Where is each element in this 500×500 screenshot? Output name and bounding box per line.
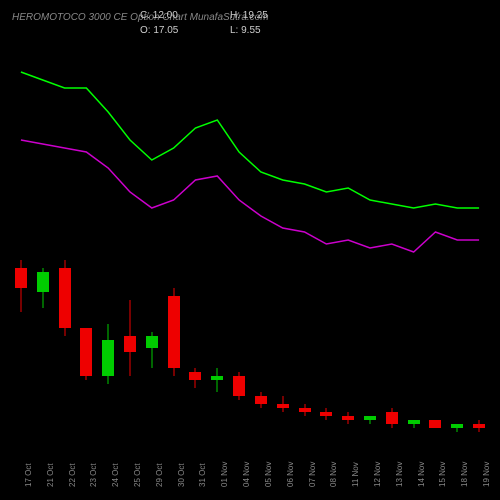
x-axis-label: 11 Nov: [351, 462, 360, 487]
x-axis-label: 30 Oct: [177, 463, 186, 487]
candle-body: [320, 412, 332, 416]
candle-body: [386, 412, 398, 424]
candle-body: [124, 336, 136, 352]
x-axis-label: 25 Oct: [133, 463, 142, 487]
candle-body: [59, 268, 71, 328]
candle-body: [15, 268, 27, 288]
x-axis-label: 15 Nov: [438, 462, 447, 487]
candlesticks: [10, 40, 490, 440]
x-axis-label: 29 Oct: [155, 463, 164, 487]
candle-body: [277, 404, 289, 408]
x-axis-label: 24 Oct: [111, 463, 120, 487]
x-axis-label: 18 Nov: [460, 462, 469, 487]
candle-body: [37, 272, 49, 292]
candle-body: [342, 416, 354, 420]
candle-body: [473, 424, 485, 428]
x-axis-label: 12 Nov: [373, 462, 382, 487]
x-axis-label: 14 Nov: [417, 462, 426, 487]
x-axis-label: 13 Nov: [395, 462, 404, 487]
candle-body: [408, 420, 420, 424]
high-value: H: 19.25: [230, 8, 320, 23]
candle-body: [211, 376, 223, 380]
x-axis-label: 08 Nov: [329, 462, 338, 487]
candle-body: [364, 416, 376, 420]
x-axis-label: 19 Nov: [482, 462, 491, 487]
candle-body: [168, 296, 180, 368]
x-axis-label: 22 Oct: [68, 463, 77, 487]
candle-body: [233, 376, 245, 396]
x-axis-label: 31 Oct: [198, 463, 207, 487]
candle-body: [102, 340, 114, 376]
x-axis: 17 Oct 21 Oct 22 Oct 23 Oct 24 Oct 25 Oct 29 O…: [10, 442, 490, 492]
close-value: C: 12.00: [140, 8, 230, 23]
candle-body: [146, 336, 158, 348]
candle-body: [429, 420, 441, 428]
candle-body: [255, 396, 267, 404]
x-axis-label: 04 Nov: [242, 462, 251, 487]
x-axis-label: 17 Oct: [24, 463, 33, 487]
x-axis-label: 21 Oct: [46, 463, 55, 487]
ohlc-panel: C: 12.00 H: 19.25 O: 17.05 L: 9.55: [140, 8, 320, 38]
candle-body: [189, 372, 201, 380]
candle-body: [299, 408, 311, 412]
chart-area: [10, 40, 490, 440]
low-value: L: 9.55: [230, 23, 320, 38]
candle-body: [451, 424, 463, 428]
x-axis-label: 23 Oct: [89, 463, 98, 487]
x-axis-label: 06 Nov: [286, 462, 295, 487]
x-axis-label: 01 Nov: [220, 462, 229, 487]
open-value: O: 17.05: [140, 23, 230, 38]
x-axis-label: 07 Nov: [308, 462, 317, 487]
candle-body: [80, 328, 92, 376]
candle-wick: [217, 368, 218, 392]
x-axis-label: 05 Nov: [264, 462, 273, 487]
